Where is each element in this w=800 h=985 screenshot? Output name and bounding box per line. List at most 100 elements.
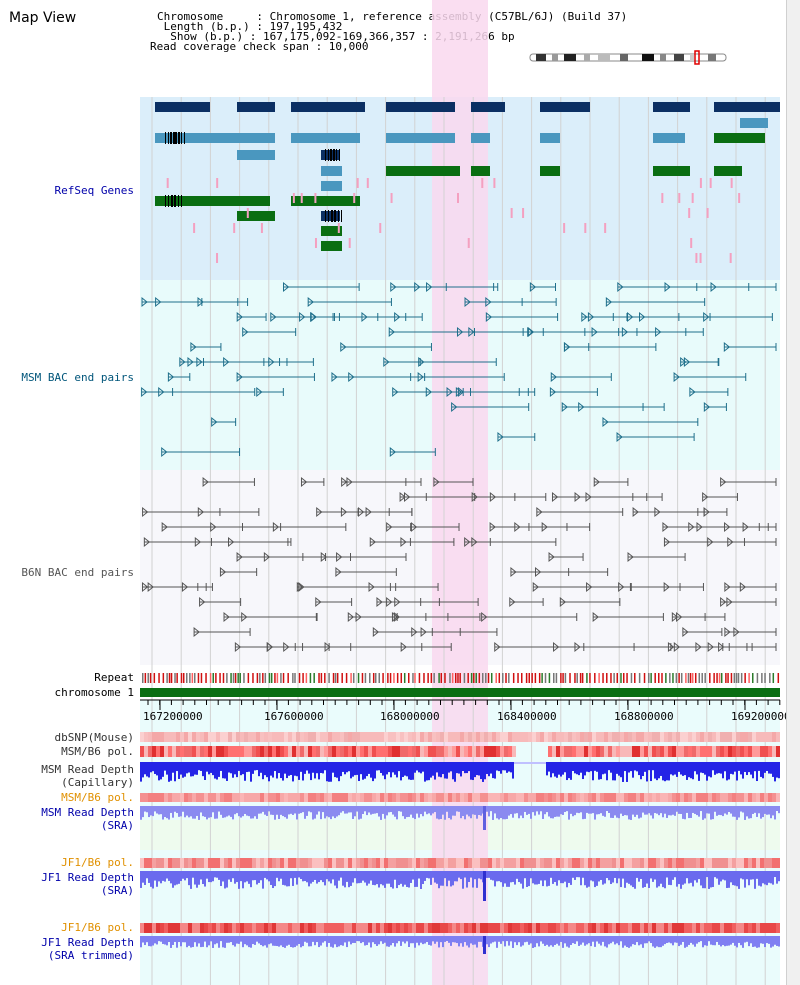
- depth-bar: [536, 806, 538, 812]
- repeat-element: [675, 673, 678, 683]
- repeat-element: [280, 673, 282, 683]
- depth-bar: [270, 762, 272, 776]
- repeat-element: [332, 673, 335, 683]
- depth-bar: [408, 936, 410, 947]
- polymorphism-cell: [312, 858, 316, 868]
- polymorphism-cell: [724, 858, 728, 868]
- depth-bar: [692, 936, 694, 945]
- depth-bar: [378, 762, 380, 771]
- polymorphism-cell: [636, 793, 640, 802]
- depth-spike: [483, 806, 486, 830]
- repeat-element: [259, 673, 261, 683]
- b6n-bac-pair-end: [341, 476, 348, 488]
- msm-bac-pair-end: [673, 371, 680, 383]
- polymorphism-cell: [736, 858, 740, 868]
- polymorphism-cell: [184, 793, 188, 802]
- polymorphism-cell: [536, 793, 540, 802]
- depth-bar: [724, 806, 726, 814]
- repeat-element: [685, 673, 687, 683]
- repeat-element: [209, 673, 212, 683]
- depth-bar: [708, 806, 710, 814]
- depth-bar: [384, 936, 386, 943]
- exon-mark: [334, 149, 335, 161]
- depth-bar: [276, 762, 278, 779]
- depth-bar: [344, 762, 346, 775]
- polymorphism-cell: [192, 923, 196, 933]
- exon-mark: [332, 210, 333, 222]
- chromosome-ideogram[interactable]: [528, 50, 730, 66]
- polymorphism-cell: [704, 923, 708, 933]
- polymorphism-cell: [652, 746, 656, 757]
- depth-bar: [278, 762, 280, 774]
- polymorphism-cell: [332, 746, 336, 757]
- polymorphism-cell: [768, 858, 772, 868]
- depth-bar: [218, 936, 220, 948]
- b6n-bac-pair-end: [489, 491, 497, 503]
- msm-bac-pair-end: [550, 371, 558, 383]
- gene-fragment: [260, 223, 263, 233]
- depth-bar: [456, 806, 458, 812]
- depth-bar: [432, 936, 434, 942]
- depth-bar: [150, 806, 152, 816]
- depth-bar: [452, 806, 454, 816]
- depth-bar: [402, 762, 404, 778]
- depth-bar: [338, 871, 340, 881]
- polymorphism-cell: [652, 732, 656, 742]
- depth-bar: [584, 871, 586, 886]
- vertical-scrollbar[interactable]: [786, 0, 800, 985]
- depth-bar: [392, 936, 394, 944]
- depth-bar: [628, 806, 630, 820]
- polymorphism-cell: [564, 793, 568, 802]
- exon-mark: [328, 149, 329, 161]
- polymorphism-cell: [764, 923, 768, 933]
- msm-bac-pair-end: [683, 356, 691, 368]
- b6n-bac-pair-end: [720, 476, 727, 488]
- polymorphism-cell: [216, 858, 220, 868]
- depth-bar: [276, 936, 278, 947]
- depth-bar: [672, 936, 674, 946]
- depth-bar: [198, 936, 200, 944]
- depth-bar: [376, 936, 378, 946]
- polymorphism-cell: [208, 746, 212, 757]
- b6n-bac-pair-end: [199, 596, 206, 608]
- depth-bar: [354, 762, 356, 776]
- depth-bar: [408, 762, 410, 780]
- depth-bar: [662, 871, 664, 888]
- depth-bar: [276, 806, 278, 815]
- repeat-element: [589, 673, 591, 683]
- depth-bar: [250, 936, 252, 948]
- depth-bar: [304, 936, 306, 942]
- polymorphism-cell: [452, 732, 456, 742]
- depth-bar: [236, 936, 238, 944]
- depth-bar: [498, 762, 500, 772]
- repeat-element: [748, 673, 750, 683]
- repeat-element: [440, 673, 443, 683]
- gene-fragment: [690, 238, 693, 248]
- polymorphism-cell: [276, 793, 280, 802]
- polymorphism-cell: [760, 793, 764, 802]
- depth-bar: [200, 806, 202, 813]
- depth-bar: [262, 762, 264, 780]
- depth-bar: [326, 936, 328, 947]
- polymorphism-cell: [756, 732, 760, 742]
- depth-bar: [596, 762, 598, 772]
- polymorphism-cell: [744, 858, 748, 868]
- polymorphism-cell: [504, 732, 508, 742]
- polymorphism-cell: [188, 793, 192, 802]
- depth-bar: [474, 762, 476, 778]
- depth-bar: [748, 871, 750, 886]
- track-label-jf1-depth-sra-sub: (SRA): [100, 884, 134, 897]
- depth-bar: [374, 936, 376, 945]
- polymorphism-cell: [748, 746, 752, 757]
- depth-bar: [590, 762, 592, 772]
- polymorphism-cell: [668, 732, 672, 742]
- polymorphism-cell: [256, 793, 260, 802]
- depth-bar: [274, 871, 276, 887]
- polymorphism-cell: [600, 858, 604, 868]
- depth-bar: [776, 871, 778, 884]
- gene-fragment: [695, 253, 698, 263]
- repeat-element: [694, 673, 697, 683]
- b6n-bac-pair-end: [471, 536, 478, 548]
- polymorphism-cell: [316, 858, 320, 868]
